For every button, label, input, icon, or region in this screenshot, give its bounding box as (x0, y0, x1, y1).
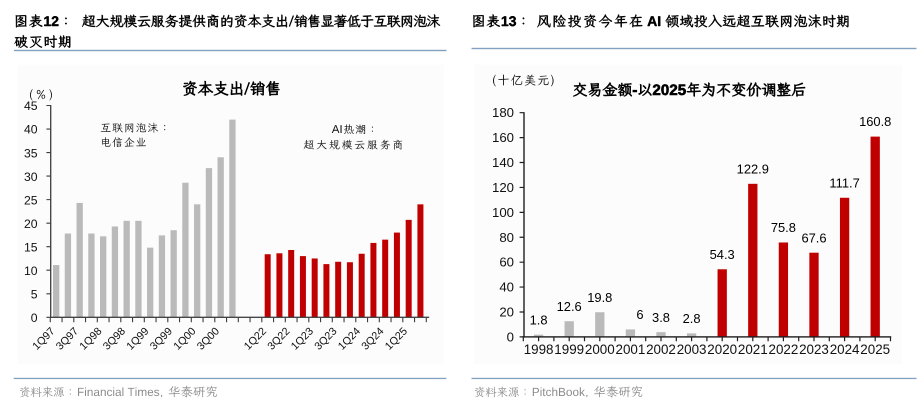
svg-text:2022: 2022 (769, 342, 799, 357)
svg-text:6: 6 (636, 307, 643, 322)
svg-text:1999: 1999 (554, 342, 584, 357)
svg-text:2023: 2023 (799, 342, 829, 357)
svg-text:19.8: 19.8 (587, 290, 612, 305)
svg-text:2020: 2020 (707, 342, 737, 357)
svg-text:2003: 2003 (677, 342, 707, 357)
svg-text:45: 45 (24, 99, 38, 113)
svg-text:60: 60 (499, 255, 514, 270)
svg-text:75.8: 75.8 (771, 220, 796, 235)
svg-text:1998: 1998 (524, 342, 554, 357)
svg-text:122.9: 122.9 (737, 161, 769, 176)
svg-text:40: 40 (499, 280, 514, 295)
svg-text:35: 35 (24, 146, 38, 160)
svg-text:160: 160 (492, 130, 514, 145)
svg-text:111.7: 111.7 (829, 175, 859, 190)
svg-text:2000: 2000 (585, 342, 615, 357)
svg-text:140: 140 (492, 155, 514, 170)
svg-text:20: 20 (499, 304, 514, 319)
svg-text:180: 180 (492, 105, 514, 120)
svg-text:1.8: 1.8 (530, 312, 548, 327)
svg-text:0: 0 (31, 311, 38, 325)
svg-text:2025: 2025 (860, 342, 890, 357)
svg-text:15: 15 (24, 240, 38, 254)
svg-text:40: 40 (24, 123, 38, 137)
svg-text:120: 120 (492, 180, 514, 195)
svg-text:100: 100 (492, 205, 514, 220)
svg-text:0: 0 (507, 329, 514, 344)
svg-text:5: 5 (31, 287, 38, 301)
svg-text:3.8: 3.8 (652, 310, 670, 325)
svg-text:20: 20 (24, 217, 38, 231)
svg-text:10: 10 (24, 264, 38, 278)
svg-text:54.3: 54.3 (710, 247, 735, 262)
svg-text:67.6: 67.6 (801, 230, 826, 245)
svg-text:2001: 2001 (616, 342, 646, 357)
svg-text:2.8: 2.8 (683, 311, 701, 326)
svg-text:30: 30 (24, 170, 38, 184)
svg-text:2002: 2002 (646, 342, 676, 357)
svg-text:160.8: 160.8 (859, 114, 891, 129)
svg-text:80: 80 (499, 230, 514, 245)
svg-text:12.6: 12.6 (557, 299, 582, 314)
svg-text:25: 25 (24, 193, 38, 207)
svg-text:2024: 2024 (830, 342, 860, 357)
svg-text:2021: 2021 (738, 342, 768, 357)
